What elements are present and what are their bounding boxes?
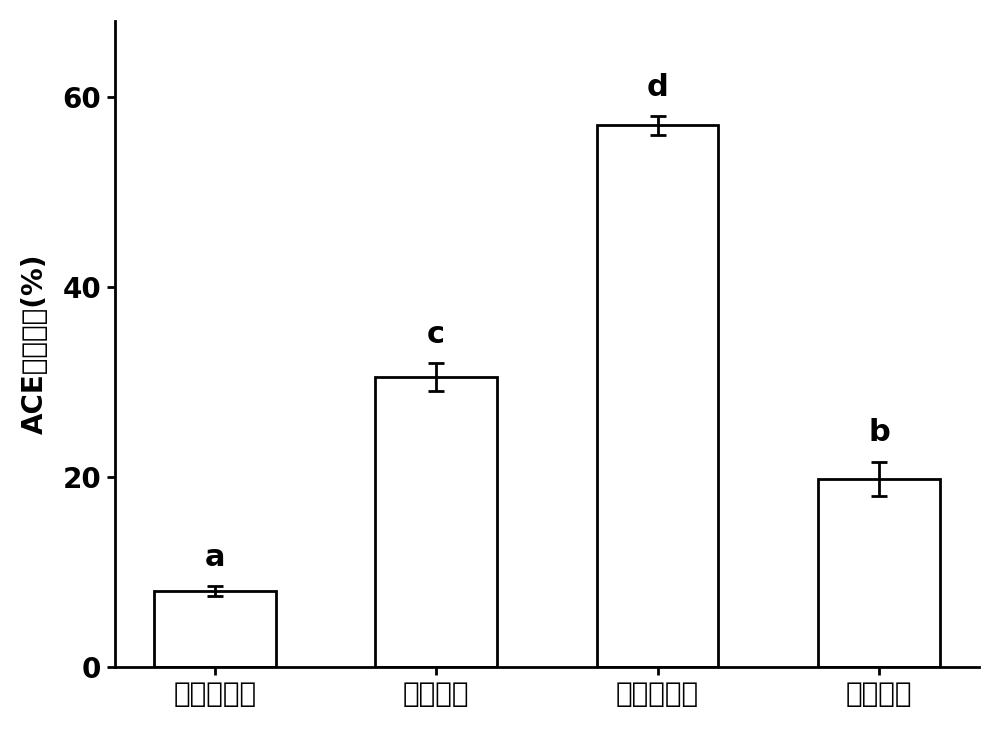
Bar — [597, 125, 718, 667]
Text: c: c — [427, 319, 445, 348]
Text: a: a — [205, 543, 225, 572]
Bar — [154, 591, 276, 667]
Text: d: d — [647, 73, 668, 101]
Bar — [818, 479, 940, 667]
Y-axis label: ACE抑制活性(%): ACE抑制活性(%) — [21, 254, 49, 434]
Text: b: b — [868, 418, 890, 448]
Bar — [375, 377, 497, 667]
